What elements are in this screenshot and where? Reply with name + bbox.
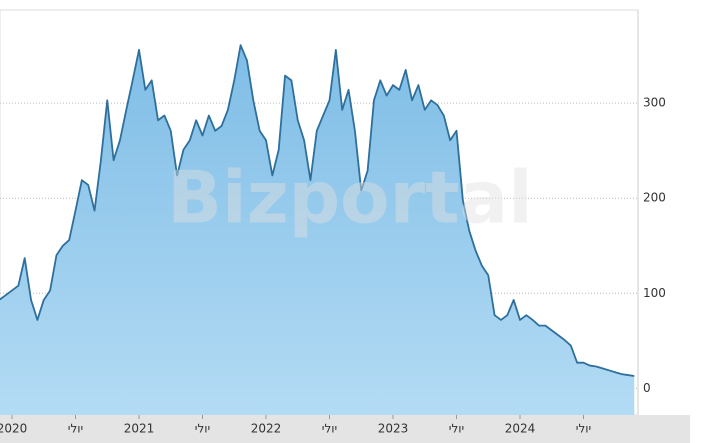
x-tick-label: 2024 [505, 422, 536, 436]
x-tick-label: 2021 [124, 422, 155, 436]
area [0, 45, 635, 415]
y-tick-label: 0 [643, 381, 651, 395]
y-tick-label: 300 [643, 96, 666, 110]
x-tick-label: 2020 [0, 422, 27, 436]
line [0, 44, 635, 377]
x-tick-label: יולי [68, 422, 83, 436]
y-tick-label: 200 [643, 191, 666, 205]
marks [0, 44, 635, 415]
x-tick-label: יולי [576, 422, 591, 436]
watermark: Bizportal [167, 156, 533, 240]
x-tick-label: 2022 [251, 422, 282, 436]
x-tick-label: יולי [195, 422, 210, 436]
x-tick-label: יולי [322, 422, 337, 436]
x-axis-band [0, 415, 690, 443]
y-tick-label: 100 [643, 286, 666, 300]
x-tick-label: 2023 [378, 422, 409, 436]
x-tick-label: יולי [449, 422, 464, 436]
